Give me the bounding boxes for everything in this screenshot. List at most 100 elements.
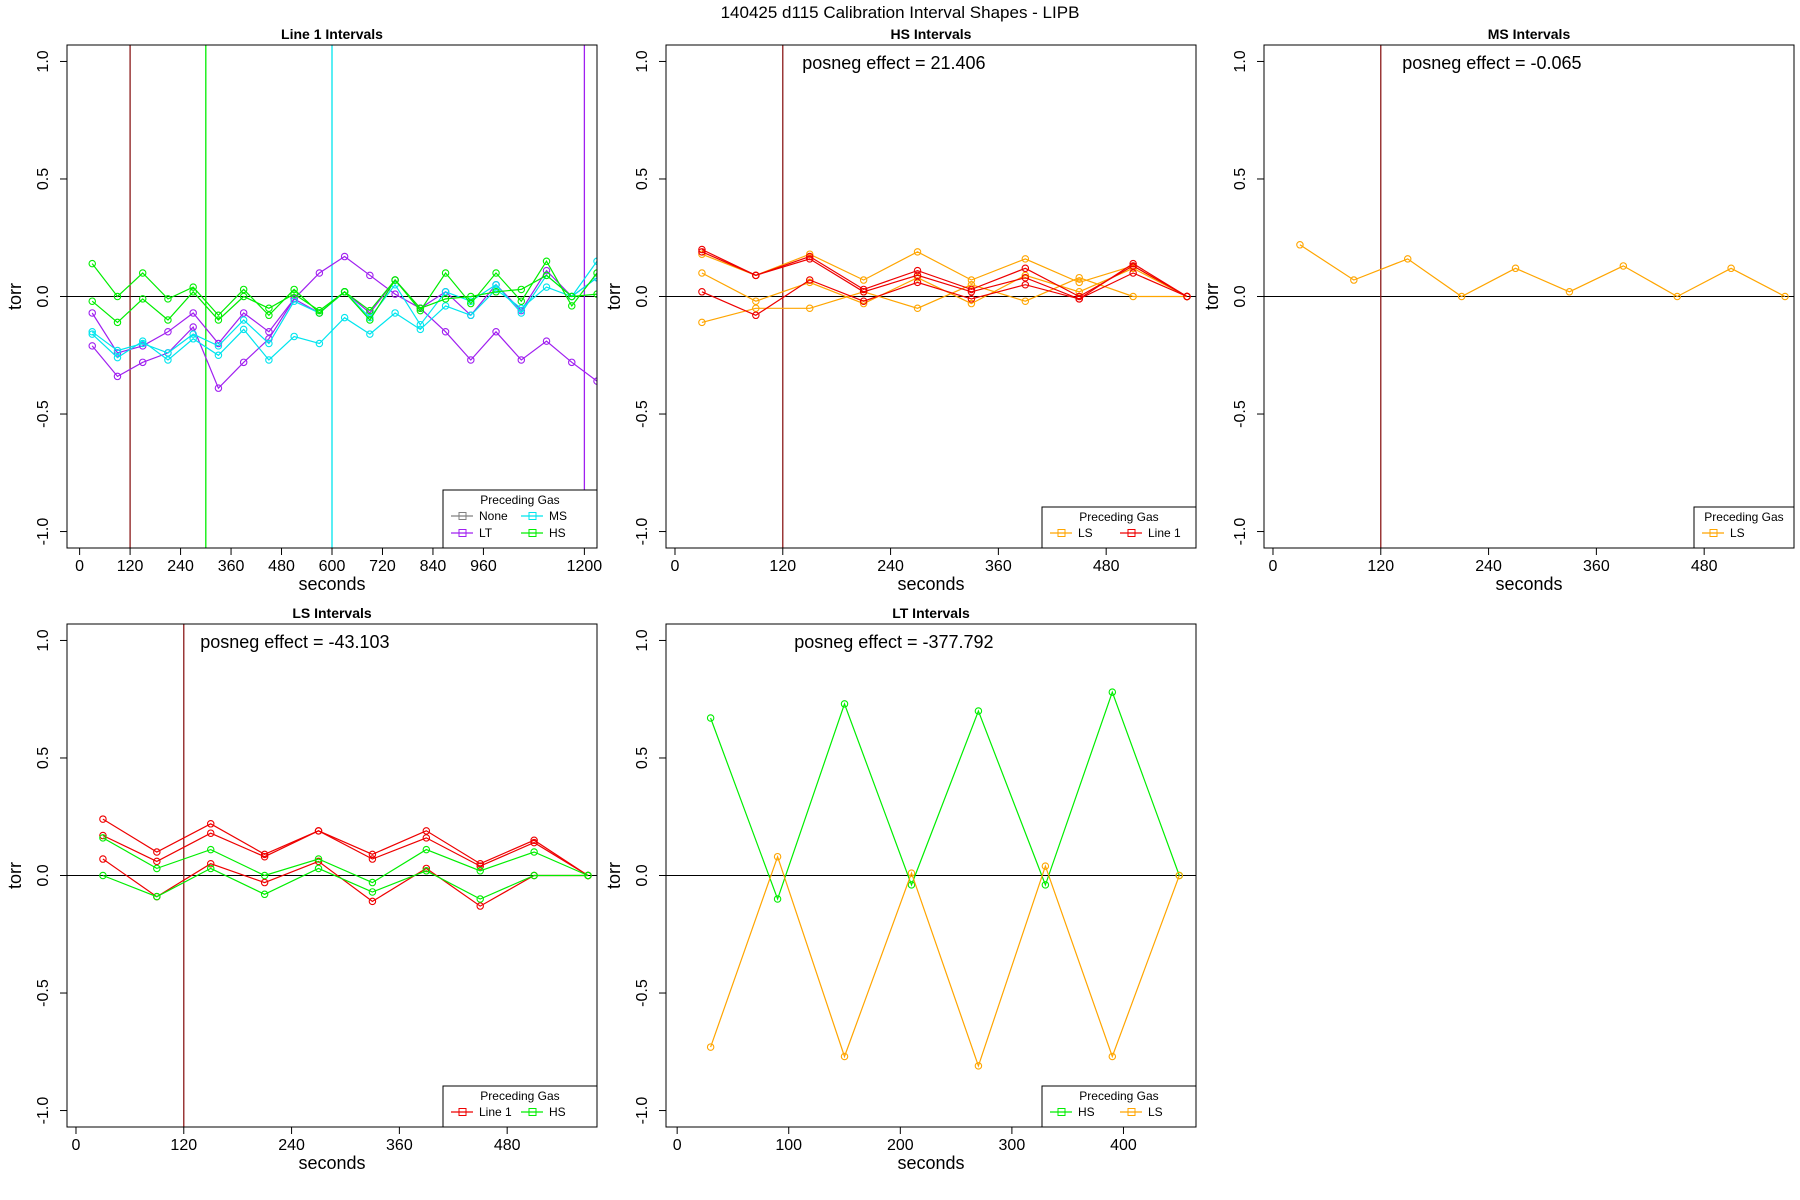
data-point (164, 295, 172, 303)
panel-5: LT Intervals 0 100 200 300 400 -1.0 -0.5 0.0 0.5 1… (604, 605, 1197, 1173)
legend-label: Line 1 (479, 1105, 512, 1119)
data-point (314, 857, 323, 866)
posneg-annotation: posneg effect = -0.065 (1402, 53, 1581, 73)
data-point (1021, 273, 1030, 282)
data-point (773, 852, 782, 861)
data-point (840, 700, 849, 708)
series-line (91, 255, 597, 390)
legend-label: LS (1078, 526, 1093, 540)
data-point (476, 859, 484, 868)
legend-entry: LT (451, 526, 493, 540)
y-tick-label: -1.0 (634, 518, 651, 546)
data-point (967, 299, 976, 308)
data-point (698, 250, 706, 258)
series-line (102, 830, 589, 877)
y-tick-label: 0.0 (634, 285, 651, 307)
series-line (102, 837, 589, 884)
data-point (805, 304, 814, 313)
data-point (476, 862, 484, 870)
data-point (265, 304, 273, 313)
x-tick-label: 600 (319, 558, 346, 575)
data-point (265, 311, 273, 320)
data-point (153, 864, 161, 873)
data-point (138, 339, 147, 348)
y-tick-label: -1.0 (1232, 518, 1249, 546)
data-point (568, 358, 576, 367)
data-point (314, 855, 323, 863)
data-point (913, 278, 922, 287)
legend-marker (1057, 1108, 1066, 1116)
x-tick-label: 1200 (567, 558, 603, 575)
y-tick-label: 1.0 (1232, 50, 1249, 72)
data-point (1565, 288, 1574, 296)
legend-label: None (479, 509, 508, 523)
y-axis-label: torr (5, 862, 25, 889)
data-point (542, 257, 551, 265)
data-point (476, 902, 484, 910)
series-line-1 (698, 248, 1191, 303)
data-point (913, 273, 922, 282)
data-point (189, 283, 197, 291)
legend-entry: LS (1120, 1105, 1163, 1119)
data-point (315, 339, 324, 348)
x-tick-label: 200 (887, 1137, 914, 1154)
data-point (113, 353, 122, 362)
series-line (91, 260, 597, 361)
y-tick-label: 0.5 (35, 747, 52, 769)
legend: Preceding Gas Line 1 HS (442, 1085, 598, 1128)
data-point (1021, 297, 1030, 305)
y-axis-label: torr (604, 862, 624, 889)
data-point (476, 895, 484, 903)
data-point (706, 714, 715, 722)
data-point (88, 309, 96, 317)
data-point (340, 252, 349, 261)
data-point (913, 271, 922, 280)
data-point (113, 292, 122, 301)
data-point (859, 288, 868, 296)
data-point (416, 325, 425, 334)
series-line (701, 251, 1188, 298)
legend-label: MS (549, 509, 567, 523)
y-tick-label: 1.0 (35, 50, 52, 72)
data-point (113, 349, 122, 357)
data-point (467, 292, 475, 301)
legend-title: Preceding Gas (480, 493, 559, 507)
data-point (422, 867, 431, 875)
data-point (113, 346, 122, 355)
data-point (492, 328, 500, 336)
y-axis-label: torr (5, 283, 25, 310)
x-tick-label: 360 (218, 558, 245, 575)
x-tick-label: 360 (1583, 558, 1610, 575)
legend-marker (1127, 529, 1136, 537)
data-point (189, 335, 197, 343)
data-point (698, 248, 706, 256)
legend-marker (528, 512, 537, 520)
y-tick-label: 0.5 (634, 168, 651, 190)
data-point (1296, 241, 1304, 249)
data-point (967, 276, 976, 284)
data-point (1673, 292, 1681, 301)
data-point (214, 311, 223, 320)
x-tick-label: 300 (999, 1137, 1026, 1154)
legend-entry: LS (1050, 526, 1093, 540)
legend-box (1693, 506, 1795, 549)
data-point (467, 356, 475, 364)
x-axis-label: seconds (298, 1153, 365, 1173)
legend-label: LS (1730, 526, 1745, 540)
series-ls (698, 273, 1191, 327)
data-point (1075, 295, 1083, 303)
data-point (138, 295, 147, 303)
data-point (99, 834, 107, 842)
data-point (366, 313, 374, 322)
series-line (710, 690, 1180, 901)
data-point (315, 309, 324, 317)
legend-label: HS (549, 1105, 566, 1119)
x-tick-label: 0 (75, 558, 84, 575)
legend-marker (528, 529, 537, 537)
x-axis-label: seconds (897, 1153, 964, 1173)
legend-box (442, 1085, 598, 1128)
data-point (366, 271, 374, 280)
data-point (164, 356, 172, 364)
data-point (206, 845, 215, 854)
